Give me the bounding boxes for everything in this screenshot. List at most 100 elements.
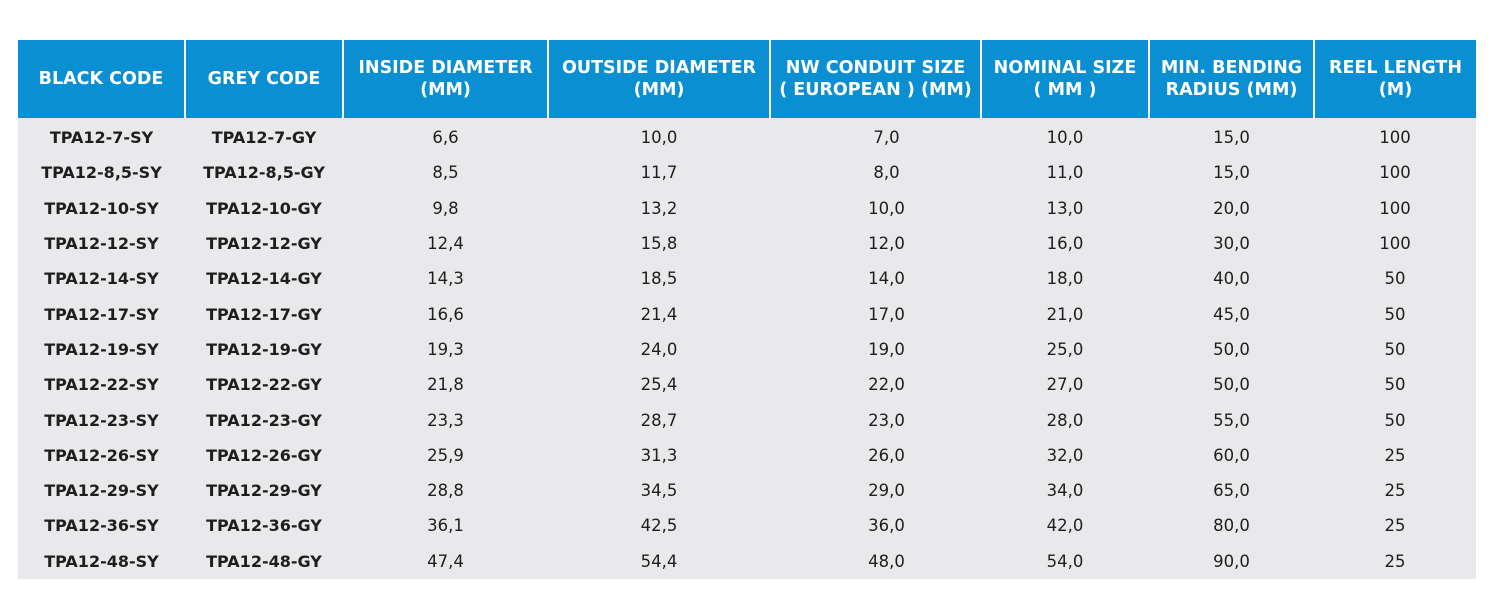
cell-min-bending-radius: 50,0 xyxy=(1213,375,1250,395)
column-header-line1: NOMINAL SIZE xyxy=(993,58,1137,78)
cell-nw-conduit-size: 14,0 xyxy=(868,269,905,289)
column-header-reel-length: REEL LENGTH (M) xyxy=(1314,40,1476,118)
cell-outside-diameter: 28,7 xyxy=(640,410,678,430)
cell-min-bending-radius: 90,0 xyxy=(1213,551,1250,571)
cell-black-code: TPA12-22-SY xyxy=(44,375,159,395)
cell-inside-diameter: 14,3 xyxy=(427,269,464,289)
cell-nominal-size: 28,0 xyxy=(1046,410,1084,430)
cell-black-code: TPA12-23-SY xyxy=(44,410,159,430)
cell-min-bending-radius: 55,0 xyxy=(1213,410,1250,430)
cell-nw-conduit-size: 29,0 xyxy=(868,481,905,501)
column-header-line2: ( MM ) xyxy=(1033,80,1097,100)
cell-reel-length: 50 xyxy=(1384,269,1406,289)
cell-reel-length: 25 xyxy=(1384,516,1406,536)
cell-reel-length: 50 xyxy=(1384,339,1406,359)
cell-grey-code: TPA12-12-GY xyxy=(206,234,322,254)
cell-black-code: TPA12-12-SY xyxy=(44,234,159,254)
cell-reel-length: 50 xyxy=(1384,375,1406,395)
cell-outside-diameter: 31,3 xyxy=(640,445,678,465)
table-row: TPA12-17-SY TPA12-17-GY 16,6 21,4 17,0 21,0 45… xyxy=(18,296,1476,331)
table-row: TPA12-23-SY TPA12-23-GY 23,3 28,7 23,0 28,0 55… xyxy=(18,402,1476,437)
cell-inside-diameter: 36,1 xyxy=(427,516,464,536)
cell-nw-conduit-size: 8,0 xyxy=(873,163,900,183)
cell-grey-code: TPA12-22-GY xyxy=(206,375,322,395)
cell-black-code: TPA12-36-SY xyxy=(44,516,159,536)
cell-grey-code: TPA12-23-GY xyxy=(206,410,322,430)
table-row: TPA12-14-SY TPA12-14-GY 14,3 18,5 14,0 18,0 40… xyxy=(18,261,1476,296)
column-header-inside-diameter: INSIDE DIAMETER (MM) xyxy=(343,40,549,118)
cell-nw-conduit-size: 22,0 xyxy=(868,375,905,395)
cell-outside-diameter: 25,4 xyxy=(640,375,678,395)
cell-min-bending-radius: 15,0 xyxy=(1213,163,1250,183)
cell-inside-diameter: 6,6 xyxy=(432,128,459,148)
cell-outside-diameter: 54,4 xyxy=(640,551,678,571)
conduit-spec-table: BLACK CODE GREY CODE INSIDE DIAMETER (MM) OU… xyxy=(18,40,1476,579)
cell-nw-conduit-size: 23,0 xyxy=(868,410,905,430)
cell-outside-diameter: 34,5 xyxy=(640,481,678,501)
cell-reel-length: 25 xyxy=(1384,445,1406,465)
cell-nw-conduit-size: 10,0 xyxy=(868,198,905,218)
table-row: TPA12-10-SY TPA12-10-GY 9,8 13,2 10,0 13,0 20,… xyxy=(18,191,1476,226)
column-header-line1: MIN. BENDING xyxy=(1160,58,1303,78)
cell-nominal-size: 13,0 xyxy=(1046,198,1084,218)
cell-nominal-size: 10,0 xyxy=(1046,128,1084,148)
cell-reel-length: 100 xyxy=(1379,198,1411,218)
cell-reel-length: 50 xyxy=(1384,410,1406,430)
cell-nw-conduit-size: 36,0 xyxy=(868,516,905,536)
cell-inside-diameter: 12,4 xyxy=(427,234,464,254)
cell-grey-code: TPA12-17-GY xyxy=(206,304,322,324)
cell-nw-conduit-size: 48,0 xyxy=(868,551,905,571)
cell-outside-diameter: 13,2 xyxy=(640,198,678,218)
cell-inside-diameter: 9,8 xyxy=(432,198,459,218)
cell-min-bending-radius: 60,0 xyxy=(1213,445,1250,465)
table-row: TPA12-22-SY TPA12-22-GY 21,8 25,4 22,0 27,0 50… xyxy=(18,367,1476,402)
cell-grey-code: TPA12-14-GY xyxy=(206,269,322,289)
cell-min-bending-radius: 45,0 xyxy=(1213,304,1250,324)
cell-outside-diameter: 24,0 xyxy=(640,339,678,359)
column-header-line2: (M) xyxy=(1378,80,1413,100)
cell-min-bending-radius: 30,0 xyxy=(1213,234,1250,254)
cell-min-bending-radius: 40,0 xyxy=(1213,269,1250,289)
column-header-black-code: BLACK CODE xyxy=(18,40,186,118)
cell-grey-code: TPA12-10-GY xyxy=(206,198,322,218)
cell-inside-diameter: 47,4 xyxy=(427,551,464,571)
cell-grey-code: TPA12-36-GY xyxy=(206,516,322,536)
cell-inside-diameter: 16,6 xyxy=(427,304,464,324)
table-body: TPA12-7-SY TPA12-7-GY 6,6 10,0 7,0 10,0 15,0 10… xyxy=(18,118,1476,579)
cell-outside-diameter: 42,5 xyxy=(640,516,678,536)
column-header-outside-diameter: OUTSIDE DIAMETER (MM) xyxy=(548,40,771,118)
cell-reel-length: 100 xyxy=(1379,163,1411,183)
column-header-min-bending-radius: MIN. BENDING RADIUS (MM) xyxy=(1149,40,1315,118)
column-header-line2: (MM) xyxy=(633,80,685,100)
cell-nw-conduit-size: 12,0 xyxy=(868,234,905,254)
cell-min-bending-radius: 20,0 xyxy=(1213,198,1250,218)
cell-nw-conduit-size: 17,0 xyxy=(868,304,905,324)
cell-nominal-size: 42,0 xyxy=(1046,516,1084,536)
cell-black-code: TPA12-10-SY xyxy=(44,198,159,218)
cell-black-code: TPA12-8,5-SY xyxy=(41,163,162,183)
cell-black-code: TPA12-48-SY xyxy=(44,551,159,571)
cell-black-code: TPA12-14-SY xyxy=(44,269,159,289)
cell-inside-diameter: 21,8 xyxy=(427,375,464,395)
cell-inside-diameter: 19,3 xyxy=(427,339,464,359)
cell-outside-diameter: 11,7 xyxy=(640,163,678,183)
cell-grey-code: TPA12-26-GY xyxy=(206,445,322,465)
column-header-line2: (MM) xyxy=(420,80,471,100)
cell-grey-code: TPA12-7-GY xyxy=(211,128,317,148)
cell-black-code: TPA12-19-SY xyxy=(44,339,159,359)
cell-black-code: TPA12-17-SY xyxy=(44,304,159,324)
column-header-line2: ( EUROPEAN ) (MM) xyxy=(779,80,972,100)
column-header-line1: OUTSIDE DIAMETER xyxy=(561,58,757,78)
column-header-line1: REEL LENGTH xyxy=(1328,58,1463,78)
table-row: TPA12-8,5-SY TPA12-8,5-GY 8,5 11,7 8,0 11,0 15… xyxy=(18,155,1476,190)
cell-grey-code: TPA12-48-GY xyxy=(206,551,322,571)
cell-black-code: TPA12-7-SY xyxy=(49,128,154,148)
cell-nominal-size: 32,0 xyxy=(1046,445,1084,465)
conduit-spec-table-container: BLACK CODE GREY CODE INSIDE DIAMETER (MM) OU… xyxy=(18,40,1476,579)
cell-outside-diameter: 21,4 xyxy=(640,304,678,324)
column-header-line2: RADIUS (MM) xyxy=(1165,80,1298,100)
cell-nominal-size: 18,0 xyxy=(1046,269,1084,289)
column-header-line1: BLACK CODE xyxy=(38,69,164,89)
table-row: TPA12-26-SY TPA12-26-GY 25,9 31,3 26,0 32,0 60… xyxy=(18,438,1476,473)
cell-nw-conduit-size: 26,0 xyxy=(868,445,905,465)
